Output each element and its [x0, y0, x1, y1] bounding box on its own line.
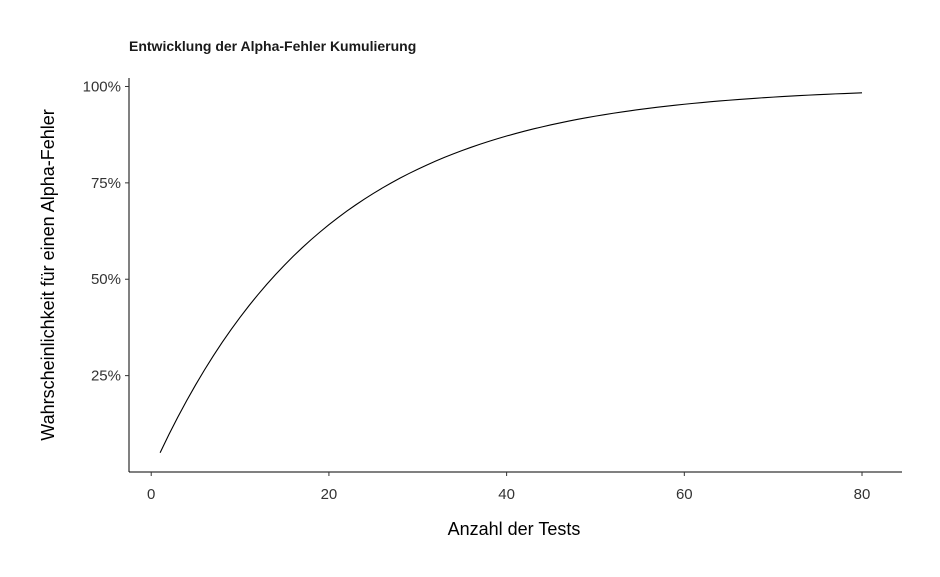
y-tick-label: 50% [91, 271, 121, 288]
x-axis-title: Anzahl der Tests [448, 519, 581, 539]
x-tick-label: 80 [854, 486, 871, 503]
y-tick-label: 25% [91, 368, 121, 385]
chart-title: Entwicklung der Alpha-Fehler Kumulierung [129, 38, 416, 54]
x-tick-label: 60 [676, 486, 693, 503]
y-axis-title: Wahrscheinlichkeit für einen Alpha-Fehle… [38, 109, 58, 441]
series-group [159, 92, 863, 453]
x-tick-label: 20 [321, 486, 338, 503]
x-tick-label: 40 [498, 486, 515, 503]
y-tick-label: 100% [83, 78, 121, 95]
y-tick-label: 75% [91, 175, 121, 192]
y-axis: 25% 50% 75% 100% [83, 78, 130, 472]
x-axis: 0 20 40 60 80 [129, 471, 902, 503]
series-line [159, 92, 863, 453]
x-tick-label: 0 [147, 486, 155, 503]
